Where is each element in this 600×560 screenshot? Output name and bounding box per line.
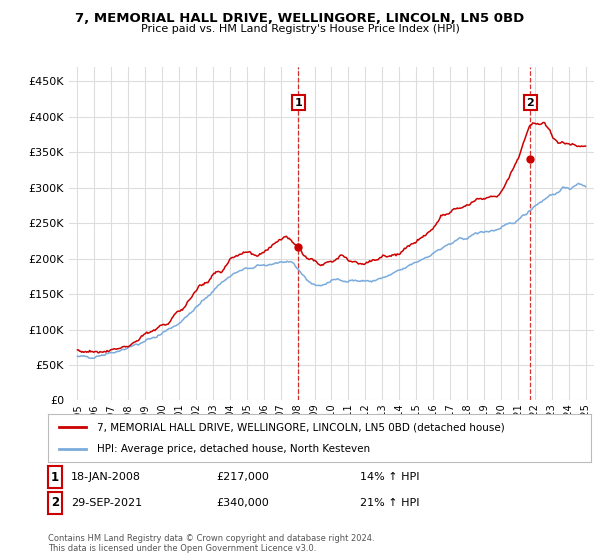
Text: 29-SEP-2021: 29-SEP-2021	[71, 498, 142, 508]
Text: £340,000: £340,000	[216, 498, 269, 508]
Text: 2: 2	[527, 97, 535, 108]
Text: 14% ↑ HPI: 14% ↑ HPI	[360, 472, 419, 482]
Text: 1: 1	[295, 97, 302, 108]
Text: Contains HM Land Registry data © Crown copyright and database right 2024.
This d: Contains HM Land Registry data © Crown c…	[48, 534, 374, 553]
Text: 2: 2	[51, 496, 59, 510]
Text: 7, MEMORIAL HALL DRIVE, WELLINGORE, LINCOLN, LN5 0BD (detached house): 7, MEMORIAL HALL DRIVE, WELLINGORE, LINC…	[97, 422, 505, 432]
Text: HPI: Average price, detached house, North Kesteven: HPI: Average price, detached house, Nort…	[97, 444, 370, 454]
Text: Price paid vs. HM Land Registry's House Price Index (HPI): Price paid vs. HM Land Registry's House …	[140, 24, 460, 34]
Text: 1: 1	[51, 470, 59, 484]
Text: 7, MEMORIAL HALL DRIVE, WELLINGORE, LINCOLN, LN5 0BD: 7, MEMORIAL HALL DRIVE, WELLINGORE, LINC…	[76, 12, 524, 25]
Text: 18-JAN-2008: 18-JAN-2008	[71, 472, 141, 482]
Text: £217,000: £217,000	[216, 472, 269, 482]
Text: 21% ↑ HPI: 21% ↑ HPI	[360, 498, 419, 508]
